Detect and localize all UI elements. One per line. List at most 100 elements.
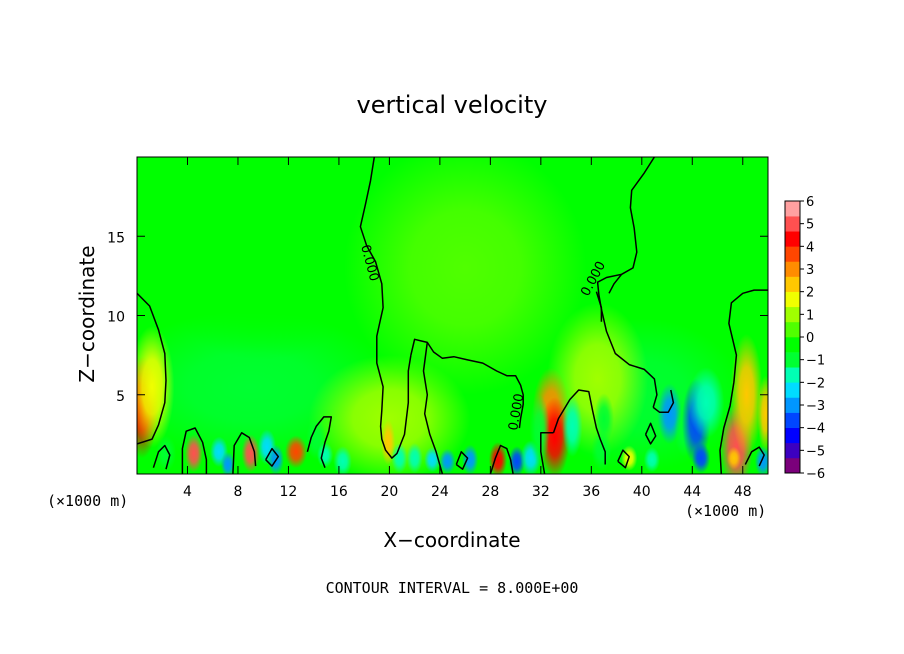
contour-line [552,389,606,465]
colorbar-tick-label: −1 [806,354,825,369]
colorbar-swatch [785,246,800,262]
colorbar-tick-label: 2 [806,286,814,301]
contour-line [644,422,657,445]
colorbar-tick-label: 6 [806,195,814,210]
x-axis-label: X−coordinate [383,528,520,552]
colorbar-tick-label: −2 [806,376,825,391]
y-axis: 5 10 15 [107,230,768,405]
contour-line [181,427,208,474]
contour-line [652,389,675,413]
colorbar-tick-label: −6 [806,467,825,482]
colorbar-swatch [785,216,800,232]
colorbar-tick-label: 1 [806,308,814,323]
x-tick-label: 8 [233,484,242,500]
velocity-cell [462,444,479,474]
contour-line [540,432,554,474]
x-tick-label: 12 [280,484,298,500]
x-tick-label: 4 [183,484,192,500]
x-unit-right: (×1000 m) [685,502,766,520]
y-tick-label: 15 [107,230,125,246]
velocity-cell [381,419,396,466]
x-tick-label: 16 [330,484,348,500]
colorbar: 6 5 4 3 2 1 0 −1 −2 −3 −4 −5 −6 [784,195,825,482]
velocity-cell [692,442,711,474]
x-axis: 4 8 12 16 20 24 28 32 36 40 44 48 [183,157,752,500]
x-tick-label: 20 [380,484,398,500]
contour-label: 0.000 [506,392,527,431]
x-tick-label: 28 [481,484,499,500]
colorbar-swatch [785,367,800,383]
colorbar-swatch [785,231,800,247]
contour-line [617,449,630,469]
colorbar-swatch [785,276,800,292]
contour-line [359,157,412,459]
colorbar-tick-label: −4 [806,422,825,437]
contour-line [137,292,167,445]
colorbar-swatch [785,412,800,428]
contour-line [306,416,333,468]
velocity-cell [726,446,741,470]
velocity-cell [754,446,768,474]
colorbar-tick-label: 5 [806,218,814,233]
velocity-cell [184,434,203,473]
x-tick-label: 40 [633,484,651,500]
contour-line [596,157,658,408]
colorbar-swatch [785,321,800,338]
velocity-cell [687,367,725,439]
x-tick-label: 32 [532,484,550,500]
contour-line [744,446,765,467]
velocity-cell [643,447,660,473]
velocity-cell [316,442,334,468]
y-tick-label: 10 [107,310,125,326]
chart-title: vertical velocity [357,91,548,119]
velocity-cell [155,435,177,472]
colorbar-tick-label: −5 [806,444,825,459]
velocity-cell [730,333,763,456]
contour-interval-note: CONTOUR INTERVAL = 8.000E+00 [326,579,579,597]
velocity-region [162,207,365,360]
velocity-region [344,157,587,395]
velocity-cell [220,451,235,474]
velocity-cell [562,396,583,457]
velocity-cells [137,157,768,474]
contour-line [595,291,603,322]
velocity-cell [529,394,550,466]
colorbar-swatch [785,306,800,323]
colorbar-swatch [785,457,800,474]
velocity-cell [406,442,423,474]
velocity-cell [333,446,352,474]
contour-line [719,289,768,474]
contour-line [608,273,623,294]
velocity-cell [757,375,768,452]
contour-line [489,444,514,474]
x-tick-label: 24 [431,484,449,500]
contour-line [265,447,280,467]
velocity-cell [391,442,408,474]
colorbar-tick-label: −3 [806,399,825,414]
velocity-cell [439,448,456,474]
colorbar-tick-label: 0 [806,331,814,346]
colorbar-swatch [785,382,800,398]
colorbar-swatch [785,337,800,353]
x-tick-label: 44 [683,484,701,500]
y-tick-label: 5 [116,389,125,405]
y-axis-label: Z−coordinate [75,245,99,382]
colorbar-swatch [785,291,800,308]
colorbar-tick-label: 3 [806,263,814,278]
x-unit-left: (×1000 m) [47,492,128,510]
colorbar-tick-label: 4 [806,240,814,255]
velocity-cell [593,393,615,444]
contour-line [232,432,257,474]
velocity-field [137,157,768,474]
colorbar-swatch [785,442,800,459]
contour-line [422,342,444,474]
colorbar-swatch [785,397,800,413]
colorbar-swatch [785,261,800,277]
contour-line [152,444,171,470]
colorbar-swatch [785,201,800,217]
colorbar-swatch [785,352,800,368]
x-tick-label: 48 [734,484,752,500]
contour-line [410,338,524,429]
x-tick-label: 36 [582,484,600,500]
